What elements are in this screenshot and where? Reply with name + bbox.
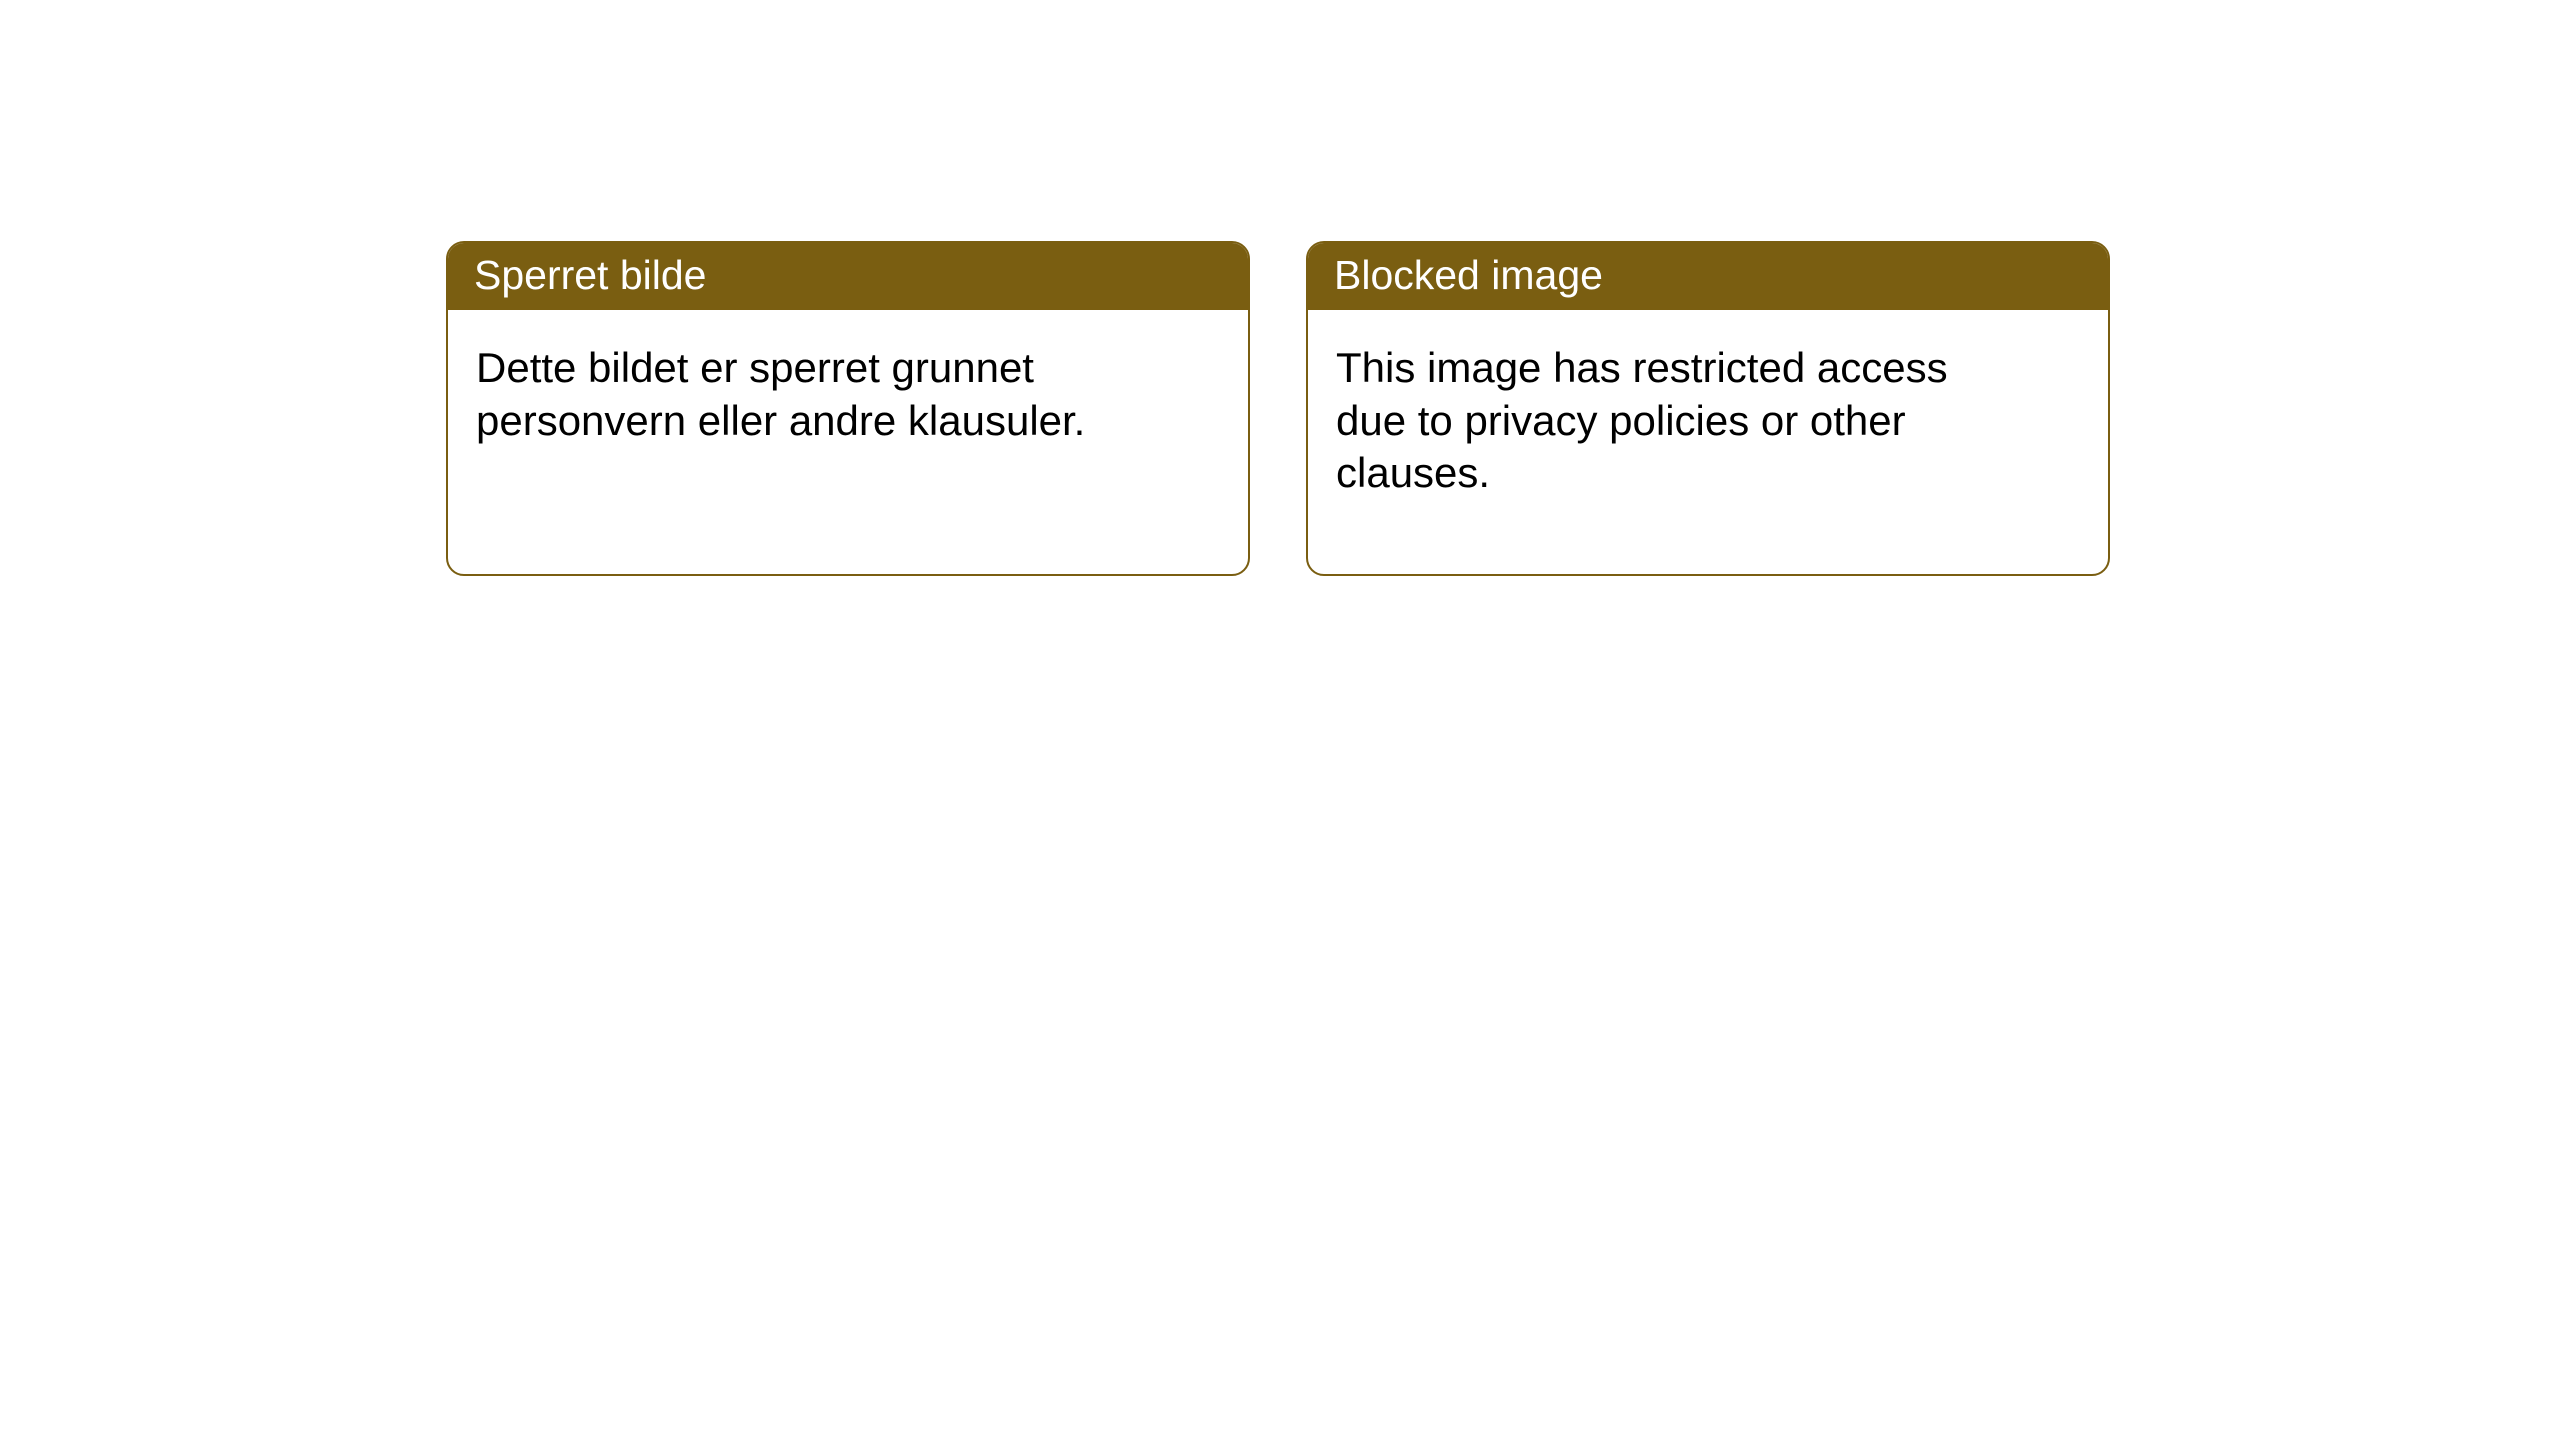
notice-container: Sperret bilde Dette bildet er sperret gr… [0,0,2560,576]
notice-body-norwegian: Dette bildet er sperret grunnet personve… [448,310,1128,479]
notice-card-norwegian: Sperret bilde Dette bildet er sperret gr… [446,241,1250,576]
notice-body-english: This image has restricted access due to … [1308,310,1988,532]
notice-card-english: Blocked image This image has restricted … [1306,241,2110,576]
notice-title-norwegian: Sperret bilde [448,243,1248,310]
notice-title-english: Blocked image [1308,243,2108,310]
